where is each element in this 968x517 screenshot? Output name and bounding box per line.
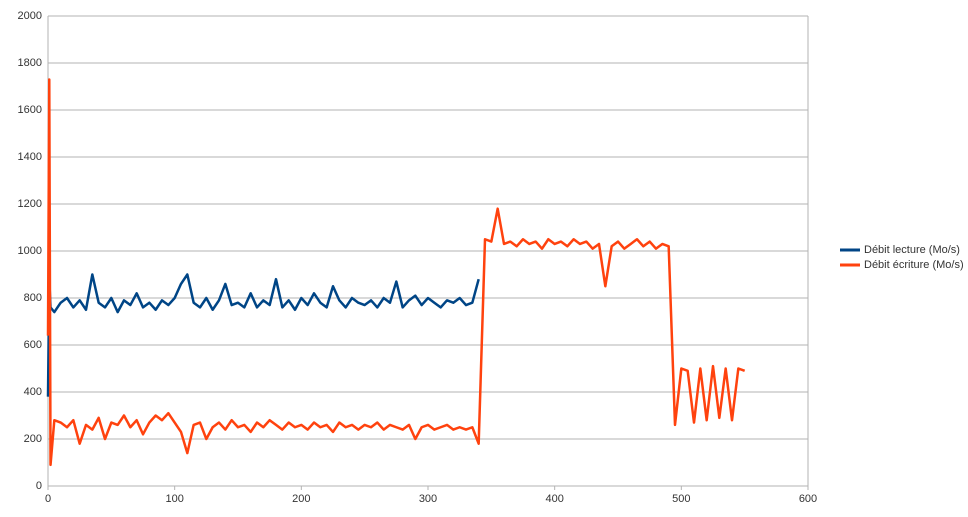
y-tick-label: 1600 (18, 104, 42, 116)
x-tick-label: 300 (419, 493, 437, 505)
legend-label: Débit écriture (Mo/s) (864, 259, 964, 271)
series-line (46, 273, 480, 397)
y-tick-label: 600 (24, 339, 42, 351)
legend-label: Débit lecture (Mo/s) (864, 244, 960, 256)
y-tick-label: 1200 (18, 198, 42, 210)
y-tick-label: 1400 (18, 151, 42, 163)
series-line (46, 78, 746, 467)
x-tick-label: 100 (165, 493, 183, 505)
y-tick-label: 1800 (18, 57, 42, 69)
y-tick-label: 1000 (18, 245, 42, 257)
x-tick-label: 400 (545, 493, 563, 505)
x-tick-label: 0 (45, 493, 51, 505)
y-tick-label: 2000 (18, 10, 42, 22)
x-tick-label: 200 (292, 493, 310, 505)
y-tick-label: 800 (24, 292, 42, 304)
x-tick-label: 500 (672, 493, 690, 505)
x-tick-label: 600 (799, 493, 817, 505)
y-tick-label: 0 (36, 480, 42, 492)
y-tick-label: 200 (24, 433, 42, 445)
y-tick-label: 400 (24, 386, 42, 398)
